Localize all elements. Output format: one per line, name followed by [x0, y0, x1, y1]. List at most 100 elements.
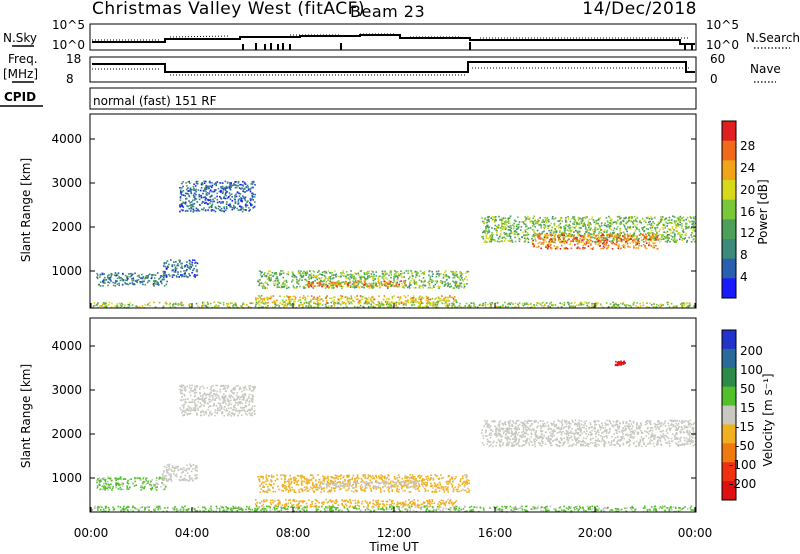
heatmap-cell [501, 237, 504, 239]
heatmap-cell [375, 282, 377, 285]
heatmap-cell [693, 240, 696, 243]
heatmap-cell [118, 277, 121, 279]
heatmap-cell [252, 206, 255, 209]
heatmap-cell [363, 489, 365, 492]
heatmap-cell [227, 181, 229, 183]
heatmap-cell [491, 216, 494, 218]
heatmap-cell [306, 284, 309, 286]
heatmap-cell [404, 284, 406, 286]
heatmap-cell [241, 210, 244, 213]
heatmap-cell [197, 208, 199, 211]
heatmap-cell [423, 487, 426, 490]
heatmap-cell [407, 301, 410, 304]
heatmap-cell [298, 279, 300, 282]
heatmap-cell [108, 477, 111, 480]
heatmap-cell [358, 276, 361, 278]
power-colorbar-frame [721, 120, 737, 299]
heatmap-cell [569, 224, 571, 227]
heatmap-cell [656, 236, 659, 238]
heatmap-cell [659, 221, 662, 223]
heatmap-cell [453, 304, 455, 306]
heatmap-cell [173, 469, 176, 472]
heatmap-cell [371, 295, 374, 298]
heatmap-cell [149, 483, 151, 486]
heatmap-cell [387, 489, 390, 491]
heatmap-cell [487, 303, 489, 306]
heatmap-cell [317, 277, 320, 279]
heatmap-cell [204, 202, 206, 205]
heatmap-cell [136, 306, 139, 308]
heatmap-cell [222, 201, 224, 203]
heatmap-cell [147, 482, 149, 484]
heatmap-cell [638, 230, 641, 233]
heatmap-cell [192, 211, 195, 213]
heatmap-cell [615, 236, 618, 239]
heatmap-cell [220, 210, 223, 212]
heatmap-cell [180, 194, 183, 196]
heatmap-cell [584, 223, 586, 226]
heatmap-cell [323, 477, 325, 479]
heatmap-cell [529, 226, 532, 229]
heatmap-cell [286, 295, 288, 297]
heatmap-cell [234, 201, 237, 203]
heatmap-cell [399, 297, 402, 300]
heatmap-cell [347, 283, 349, 285]
heatmap-cell [246, 186, 248, 189]
heatmap-cell [687, 306, 690, 308]
heatmap-cell [154, 279, 156, 282]
heatmap-cell [300, 270, 302, 273]
heatmap-cell [307, 276, 310, 278]
heatmap-cell [586, 303, 589, 305]
heatmap-cell [152, 483, 155, 486]
heatmap-cell [163, 488, 166, 490]
heatmap-cell [448, 299, 451, 302]
heatmap-cell [379, 305, 382, 308]
heatmap-cell [653, 306, 656, 308]
heatmap-cell [134, 477, 136, 480]
heatmap-cell [551, 217, 554, 220]
heatmap-cell [564, 232, 566, 234]
heatmap-cell [513, 225, 515, 228]
heatmap-cell [544, 216, 546, 219]
heatmap-cell [629, 220, 631, 222]
heatmap-cell [551, 240, 553, 243]
heatmap-cell [391, 285, 393, 287]
heatmap-cell [549, 245, 551, 248]
heatmap-cell [242, 190, 244, 192]
heatmap-cell [358, 274, 360, 276]
heatmap-cell [374, 278, 376, 280]
heatmap-cell [177, 263, 179, 265]
heatmap-cell [692, 216, 695, 218]
heatmap-cell [194, 276, 196, 278]
heatmap-cell [660, 238, 662, 241]
heatmap-cell [229, 194, 231, 197]
heatmap-cell [624, 217, 626, 220]
heatmap-cell [165, 276, 168, 278]
heatmap-cell [131, 274, 133, 276]
heatmap-cell [397, 485, 399, 488]
heatmap-cell [205, 180, 207, 183]
heatmap-cell [288, 480, 291, 483]
power-yticks: 1000 2000 3000 4000 [51, 132, 696, 278]
heatmap-cell [411, 272, 414, 274]
heatmap-cell [413, 485, 415, 487]
heatmap-cell [181, 262, 183, 265]
heatmap-cell [620, 247, 622, 250]
heatmap-cell [388, 304, 391, 306]
heatmap-cell [508, 225, 511, 227]
heatmap-cell [594, 241, 596, 243]
heatmap-cell [608, 215, 610, 218]
heatmap-cell [433, 482, 436, 484]
heatmap-cell [164, 302, 166, 305]
heatmap-cell [263, 298, 265, 300]
heatmap-cell [580, 220, 582, 223]
heatmap-cell [455, 273, 457, 275]
heatmap-cell [268, 278, 271, 281]
heatmap-cell [563, 302, 566, 304]
heatmap-cell [177, 465, 179, 468]
heatmap-cell [595, 220, 598, 222]
heatmap-cell [148, 280, 151, 282]
heatmap-cell [574, 239, 577, 242]
heatmap-cell [583, 223, 586, 225]
heatmap-cell [178, 479, 181, 481]
